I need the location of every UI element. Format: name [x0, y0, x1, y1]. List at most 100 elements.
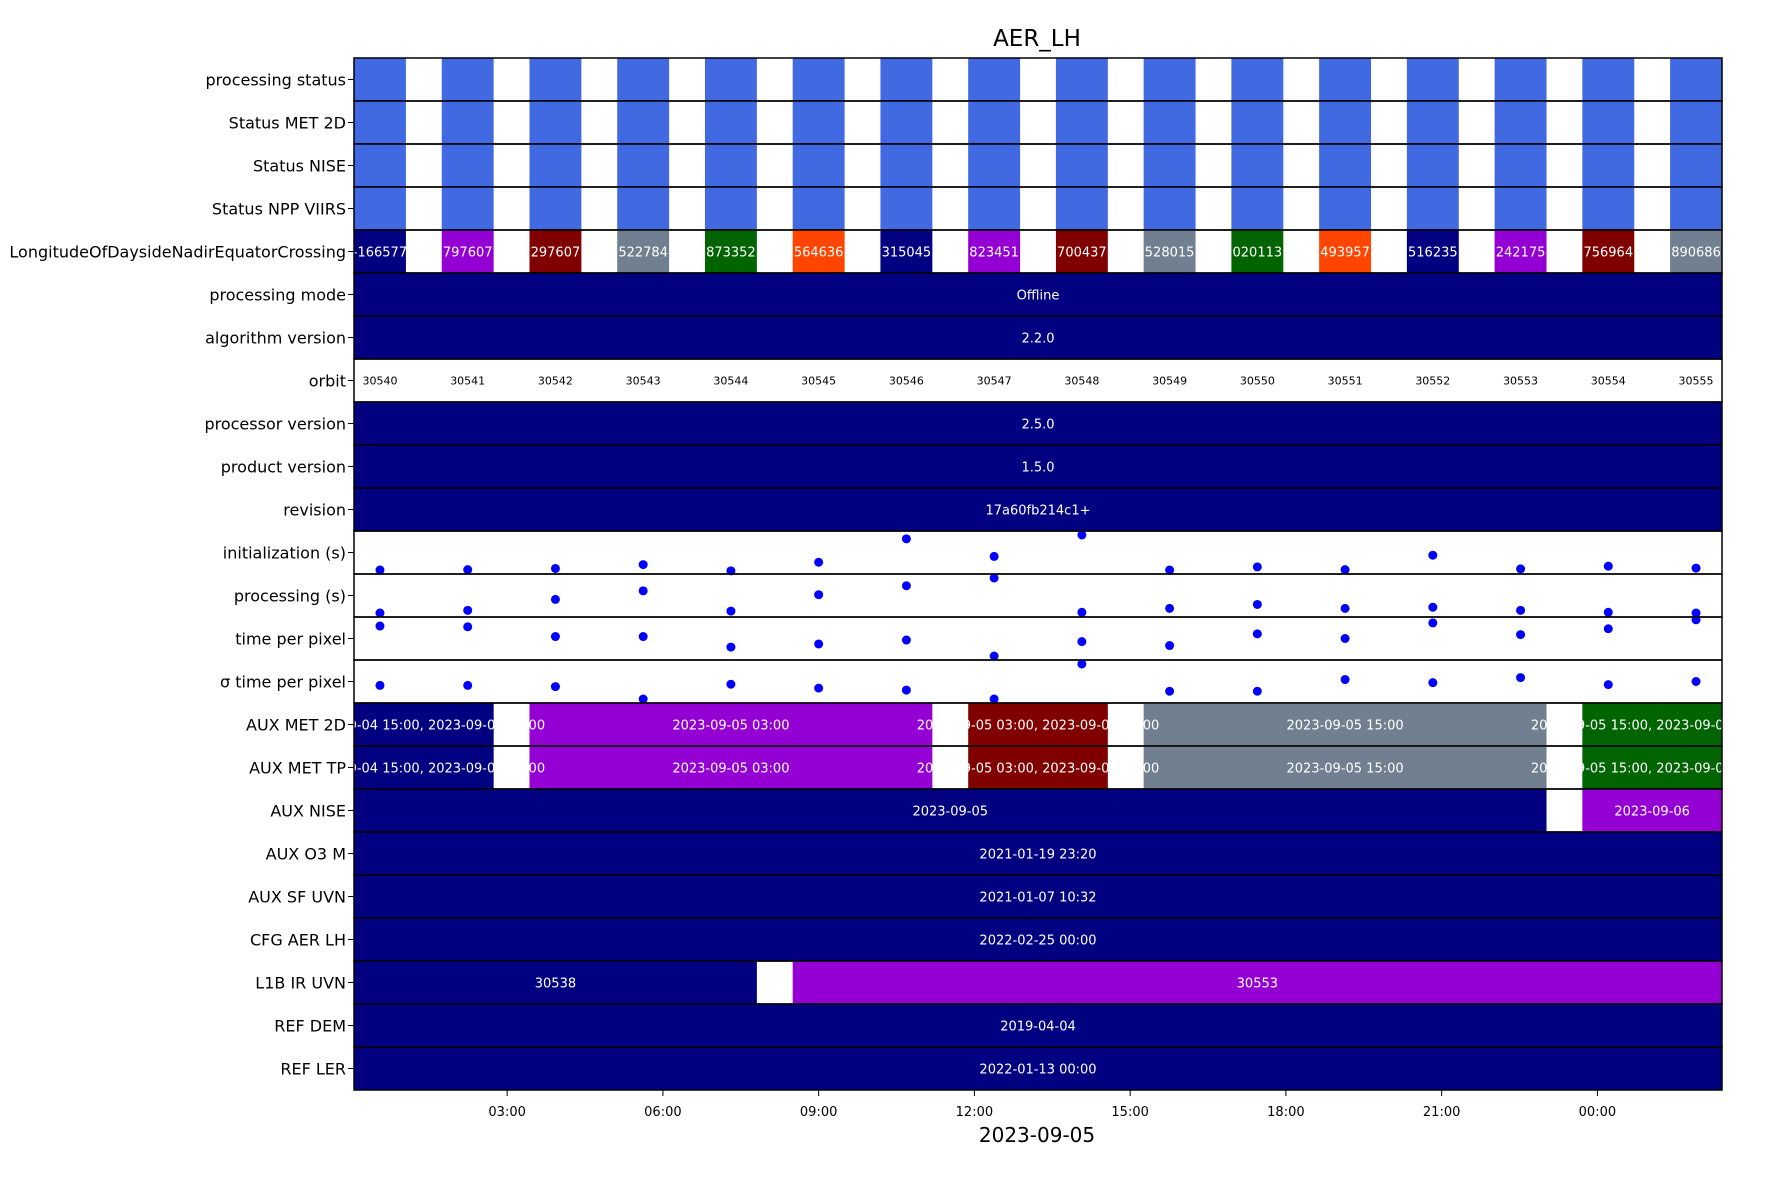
row-label: REF LER	[280, 1060, 346, 1079]
x-tick-label: 09:00	[800, 1105, 837, 1120]
row-label: product version	[221, 458, 346, 477]
status-block	[1494, 187, 1547, 230]
segment-label: Offline	[1017, 289, 1060, 304]
row-content	[354, 144, 1722, 187]
data-point	[1077, 607, 1087, 617]
orbit-label: 30550	[1240, 375, 1275, 388]
segment-bar	[354, 273, 1722, 316]
row-label: orbit	[309, 372, 346, 391]
row-label: processor version	[204, 415, 346, 434]
row-label: σ time per pixel	[220, 673, 346, 692]
x-tick-label: 03:00	[488, 1105, 525, 1120]
segment-bar	[529, 746, 933, 789]
data-point	[814, 590, 824, 600]
status-block	[704, 58, 757, 101]
status-block	[529, 101, 582, 144]
segment-bar	[354, 703, 494, 746]
row-content	[354, 402, 1722, 445]
row-content	[354, 273, 1722, 316]
status-block	[1231, 187, 1284, 230]
data-point	[463, 605, 473, 615]
row-label: time per pixel	[235, 630, 346, 649]
segment-label: 2023-09-05 15:00, 2023-09-06 03:00	[1531, 719, 1771, 734]
data-point	[1516, 605, 1526, 615]
longitude-block	[1231, 230, 1284, 273]
data-point	[726, 606, 736, 616]
row-content	[354, 445, 1722, 488]
data-point	[550, 563, 560, 573]
data-point	[814, 683, 824, 693]
status-block	[1406, 187, 1459, 230]
x-tick-label: 00:00	[1579, 1105, 1616, 1120]
data-point	[1691, 608, 1701, 618]
row-content	[354, 1004, 1722, 1047]
status-block	[1143, 58, 1196, 101]
data-point	[1691, 563, 1701, 573]
segment-bar	[354, 488, 1722, 531]
data-point	[1340, 603, 1350, 613]
status-block	[1055, 101, 1108, 144]
data-point	[1252, 562, 1262, 572]
segment-label: 2023-09-05 15:00	[1287, 762, 1404, 777]
data-point	[638, 586, 648, 596]
segment-label: 2019-04-04	[1000, 1020, 1076, 1035]
data-point	[638, 560, 648, 570]
segment-label: 30553	[1237, 977, 1278, 992]
segment-label: 2023-09-05	[912, 805, 988, 820]
orbit-label: 30549	[1152, 375, 1187, 388]
data-point	[1252, 686, 1262, 696]
row-content	[354, 832, 1722, 875]
segment-bar	[354, 832, 1722, 875]
row-content	[354, 703, 1722, 746]
row-label: Status MET 2D	[229, 114, 346, 133]
segment-label: 17a60fb214c1+	[985, 504, 1090, 519]
data-point	[463, 565, 473, 575]
segment-label: 2023-09-05 15:00	[1287, 719, 1404, 734]
segment-label: 2021-01-07 10:32	[979, 891, 1096, 906]
data-point	[989, 573, 999, 583]
data-point	[901, 534, 911, 544]
segment-label: 2023-09-05 03:00, 2023-09-05 15:00	[917, 762, 1160, 777]
orbit-label: 30546	[889, 375, 924, 388]
longitude-label: 297607	[531, 246, 581, 261]
x-tick-label: 21:00	[1423, 1105, 1460, 1120]
longitude-label: 315045	[882, 246, 932, 261]
status-block	[1406, 101, 1459, 144]
segment-label: 2023-09-05 03:00	[672, 719, 789, 734]
data-point	[638, 694, 648, 704]
longitude-block	[1494, 230, 1547, 273]
longitude-label: -166577	[353, 246, 407, 261]
row-label: processing (s)	[234, 587, 346, 606]
row-label: processing status	[206, 71, 346, 90]
status-block	[1055, 58, 1108, 101]
longitude-block	[1055, 230, 1108, 273]
segment-label: 2023-09-04 15:00, 2023-09-05 03:00	[303, 762, 546, 777]
segment-bar	[354, 402, 1722, 445]
orbit-label: 30540	[362, 375, 397, 388]
segment-label: 2021-01-19 23:20	[979, 848, 1096, 863]
data-point	[1077, 659, 1087, 669]
row-label: revision	[283, 501, 346, 520]
status-block	[968, 144, 1021, 187]
row-12: processing (s)	[234, 573, 1723, 618]
data-point	[901, 635, 911, 645]
x-tick-label: 18:00	[1267, 1105, 1304, 1120]
status-block	[1406, 144, 1459, 187]
data-point	[1252, 599, 1262, 609]
row-10: 17a60fb214c1+ revision	[283, 487, 1723, 532]
row-5: Offline processing mode	[209, 272, 1723, 317]
segment-label: 2023-09-05 03:00, 2023-09-05 15:00	[917, 719, 1160, 734]
status-block	[1319, 101, 1372, 144]
row-label: Status NISE	[253, 157, 346, 176]
data-point	[726, 679, 736, 689]
segment-label: 2.5.0	[1021, 418, 1054, 433]
data-point	[1077, 637, 1087, 647]
row-21: 30538 30553 L1B IR UVN	[255, 960, 1723, 1005]
orbit-label: 30545	[801, 375, 836, 388]
data-point	[1428, 678, 1438, 688]
segment-bar	[792, 961, 1722, 1004]
row-label: initialization (s)	[223, 544, 346, 563]
data-point	[1516, 564, 1526, 574]
status-block	[1231, 144, 1284, 187]
longitude-block	[792, 230, 845, 273]
